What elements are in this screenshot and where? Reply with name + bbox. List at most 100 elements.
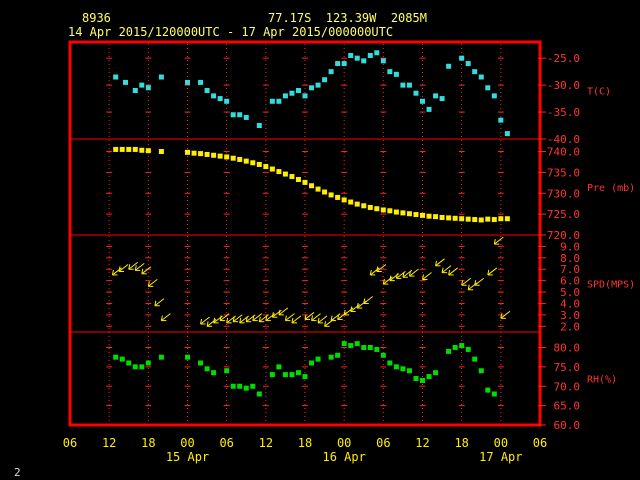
wind-arrow	[219, 313, 230, 322]
wind-arrow-head	[317, 317, 320, 323]
data-point	[465, 216, 471, 222]
wind-arrow	[141, 266, 152, 275]
wind-arrow-head	[363, 298, 366, 304]
data-point	[413, 376, 419, 381]
data-point	[354, 201, 360, 207]
data-point	[459, 343, 465, 349]
y-tick-label: 725.0	[547, 208, 580, 221]
data-point	[485, 216, 491, 222]
wind-arrow-head	[461, 280, 464, 286]
wind-arrow-head	[252, 315, 255, 321]
data-point	[282, 93, 288, 99]
data-point	[446, 348, 452, 354]
wind-arrow-head	[467, 284, 470, 290]
data-point	[459, 55, 465, 61]
wind-arrow-head	[154, 300, 157, 306]
y-tick-label: 3.0	[560, 309, 580, 322]
page-number: 2	[14, 466, 21, 479]
x-tick-label: 00	[180, 436, 194, 450]
data-point	[204, 88, 210, 93]
panel-label: T(C)	[587, 87, 611, 98]
wind-arrow-shaft	[161, 313, 171, 321]
data-point	[374, 346, 380, 352]
data-point	[113, 354, 119, 360]
wind-arrow-head	[356, 302, 359, 309]
data-point	[472, 356, 478, 362]
data-point	[393, 364, 399, 370]
panel-label: Pre (mb)	[587, 183, 635, 194]
wind-arrow-head	[219, 315, 222, 321]
x-tick-label: 00	[337, 436, 351, 450]
data-point	[322, 77, 328, 83]
wind-arrow-head	[304, 314, 307, 320]
wind-arrow	[291, 315, 302, 324]
data-point	[243, 114, 249, 120]
data-point	[387, 208, 393, 214]
wind-arrow-shaft	[200, 316, 210, 325]
data-point	[341, 341, 347, 347]
data-point	[230, 155, 236, 161]
data-point	[132, 364, 138, 370]
data-point	[302, 374, 308, 380]
y-tick-label: 735.0	[547, 166, 580, 179]
wind-arrow-head	[147, 281, 150, 287]
data-point	[256, 123, 262, 129]
data-point	[315, 356, 321, 362]
data-point	[250, 383, 256, 389]
data-point	[224, 98, 230, 104]
x-tick-label: 12	[102, 436, 116, 450]
data-point	[158, 74, 164, 80]
data-point	[276, 169, 282, 175]
station-id: 8936	[82, 11, 111, 25]
data-point	[361, 58, 367, 64]
data-point	[374, 50, 380, 56]
data-point	[374, 206, 380, 212]
data-point	[504, 131, 510, 137]
data-point	[341, 61, 347, 67]
data-point	[132, 146, 138, 152]
wind-arrow-shaft	[409, 268, 419, 277]
data-point	[335, 194, 341, 200]
data-point	[122, 79, 128, 85]
data-point	[302, 179, 308, 185]
wind-arrow-head	[258, 316, 261, 322]
wind-arrow-shaft	[376, 264, 387, 272]
wind-arrow-head	[134, 265, 137, 271]
data-point	[406, 82, 412, 88]
data-point	[198, 151, 204, 157]
data-point	[230, 383, 236, 389]
data-point	[387, 69, 393, 75]
data-point	[256, 391, 262, 397]
x-date-label: 17 Apr	[479, 450, 522, 464]
wind-arrow-head	[232, 316, 235, 322]
data-point	[145, 148, 151, 154]
wind-arrow	[422, 272, 432, 281]
y-tick-label: -30.0	[547, 79, 580, 92]
data-point	[433, 93, 439, 99]
wind-arrow-head	[271, 312, 274, 318]
data-point	[276, 98, 282, 104]
data-point	[132, 88, 138, 93]
wind-arrow	[284, 313, 295, 322]
data-point	[269, 372, 275, 378]
wind-arrow-head	[435, 260, 438, 266]
data-point	[478, 217, 484, 223]
wind-arrow-head	[226, 317, 229, 323]
data-point	[400, 366, 406, 372]
wind-arrow-head	[278, 309, 281, 315]
station-location: 77.17S 123.39W 2085M	[268, 11, 427, 25]
wind-arrow-head	[200, 318, 203, 325]
data-point	[400, 210, 406, 216]
data-point	[478, 368, 484, 374]
data-point	[367, 52, 373, 58]
wind-arrow-head	[284, 315, 287, 321]
panel-label: RH(%)	[587, 375, 617, 386]
data-point	[348, 52, 354, 58]
x-tick-label: 06	[376, 436, 390, 450]
data-point	[145, 85, 151, 91]
data-point	[263, 164, 269, 170]
wind-arrow-head	[441, 267, 444, 273]
data-point	[256, 161, 262, 167]
y-tick-label: 2.0	[560, 320, 580, 333]
wind-arrow-head	[343, 309, 346, 315]
